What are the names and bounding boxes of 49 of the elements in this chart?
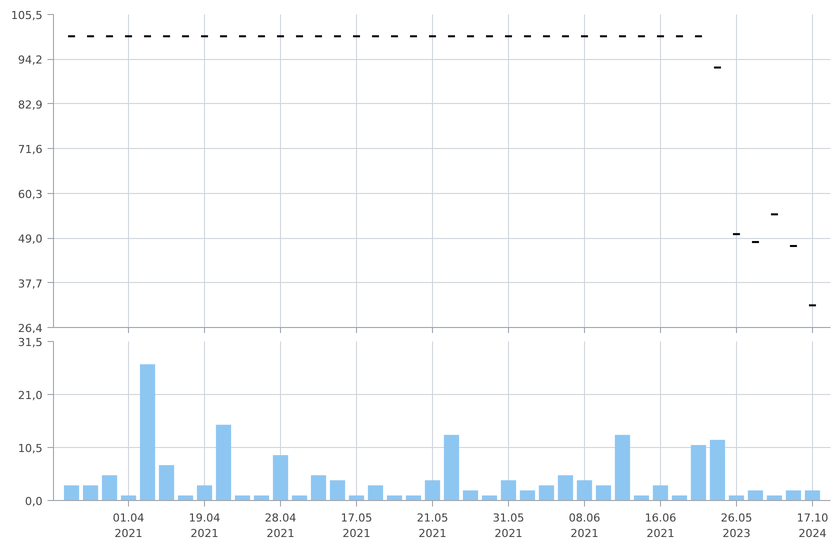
x-tick-label: 17.10 2024 bbox=[796, 512, 828, 540]
bar bbox=[596, 485, 612, 500]
bar bbox=[216, 424, 232, 500]
bar bbox=[690, 444, 706, 500]
bar bbox=[444, 434, 460, 500]
bar bbox=[538, 485, 554, 500]
y-tick-label: 60,3 bbox=[18, 188, 43, 201]
bar bbox=[82, 485, 98, 500]
x-tick-label: 08.06 2021 bbox=[568, 512, 600, 540]
bar bbox=[748, 490, 764, 500]
x-tick-label: 26.05 2023 bbox=[720, 512, 752, 540]
y-tick-label: 82,9 bbox=[18, 98, 43, 112]
bar bbox=[652, 485, 668, 500]
y-tick-label: 49,0 bbox=[18, 232, 43, 246]
bar bbox=[710, 440, 726, 500]
bar bbox=[102, 475, 118, 500]
y-tick-label: 71,6 bbox=[18, 143, 43, 156]
bar bbox=[140, 364, 156, 500]
bar bbox=[786, 490, 802, 500]
y-tick-label: 26,4 bbox=[18, 322, 43, 335]
bar bbox=[368, 485, 384, 500]
bar bbox=[310, 475, 326, 500]
bar bbox=[330, 480, 346, 500]
bar bbox=[576, 480, 592, 500]
x-tick-label: 01.04 2021 bbox=[112, 512, 144, 540]
y-tick-label: 94,2 bbox=[18, 54, 43, 67]
y-tick-label: 0,0 bbox=[25, 495, 43, 508]
bar bbox=[614, 434, 630, 500]
x-tick-label: 17.05 2021 bbox=[340, 512, 372, 540]
x-tick-label: 21.05 2021 bbox=[416, 512, 448, 540]
x-tick-label: 31.05 2021 bbox=[492, 512, 524, 540]
bar bbox=[558, 475, 574, 500]
bar bbox=[64, 485, 80, 500]
x-tick-label: 28.04 2021 bbox=[264, 512, 296, 540]
x-tick-label: 19.04 2021 bbox=[188, 512, 220, 540]
bar bbox=[500, 480, 516, 500]
bar bbox=[272, 455, 288, 500]
bar bbox=[158, 465, 174, 500]
y-tick-label: 31,5 bbox=[18, 336, 43, 349]
bar bbox=[804, 490, 820, 500]
y-tick-label: 37,7 bbox=[18, 277, 43, 290]
bar bbox=[424, 480, 440, 500]
bar bbox=[196, 485, 212, 500]
y-tick-label: 21,0 bbox=[18, 389, 43, 402]
x-tick-label: 16.06 2021 bbox=[644, 512, 676, 540]
bar bbox=[462, 490, 478, 500]
y-tick-label: 105,5 bbox=[11, 9, 43, 22]
y-tick-label: 10,5 bbox=[18, 442, 43, 455]
bar bbox=[520, 490, 536, 500]
